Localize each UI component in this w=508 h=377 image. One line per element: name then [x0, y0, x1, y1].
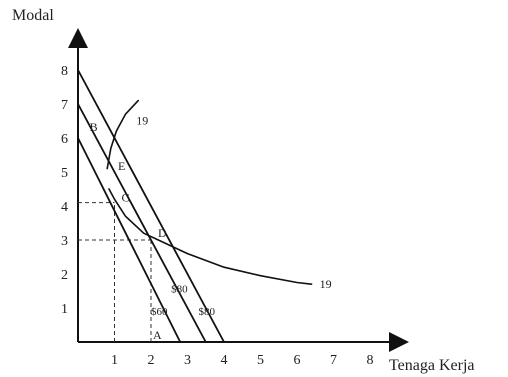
isocost-line [77, 137, 182, 343]
isocost-note: $80 [198, 306, 215, 318]
y-tick-label: 6 [61, 132, 68, 147]
point-label: A [153, 328, 162, 342]
y-tick-label: 2 [61, 268, 68, 283]
isocost-notes: $60 $80$80 [151, 284, 215, 318]
point-label: E [118, 159, 125, 173]
x-tick-label: 8 [367, 353, 374, 368]
y-tick-label: 7 [61, 98, 68, 113]
isoquant-upper-branch [106, 99, 140, 170]
isocost-line [77, 69, 225, 343]
isoquant-lower-branch [108, 188, 313, 285]
x-tick-label: 6 [294, 353, 301, 368]
dashed-guides [78, 202, 152, 342]
isocost-line [77, 103, 207, 343]
isoquant-label: 19 [320, 277, 332, 291]
x-tick-label: 4 [221, 353, 228, 368]
isocost-lines [77, 69, 225, 343]
y-tick-label: 3 [61, 234, 68, 249]
tick-labels: 1 2 3 4 5 6 7 8 1 2 3 4 5 6 7 8 [61, 64, 374, 368]
point-label: B [90, 120, 98, 134]
isocost-note: $60 [151, 306, 168, 318]
y-tick-label: 5 [61, 166, 68, 181]
chart-labels: B E C D A 19 19 [90, 114, 332, 342]
x-tick-label: 7 [330, 353, 337, 368]
point-label: D [158, 226, 167, 240]
x-tick-label: 5 [257, 353, 264, 368]
point-label: C [122, 191, 130, 205]
x-tick-label: 1 [111, 353, 118, 368]
y-tick-label: 1 [61, 302, 68, 317]
y-tick-label: 4 [61, 200, 68, 215]
y-axis-title: Modal [12, 7, 54, 24]
isoquant-curves [106, 99, 313, 285]
isocost-note: $80 [171, 284, 188, 296]
y-tick-label: 8 [61, 64, 68, 79]
x-tick-label: 2 [148, 353, 155, 368]
x-axis-title: Tenaga Kerja [389, 357, 475, 374]
isoquant-label: 19 [136, 114, 148, 128]
x-tick-label: 3 [184, 353, 191, 368]
